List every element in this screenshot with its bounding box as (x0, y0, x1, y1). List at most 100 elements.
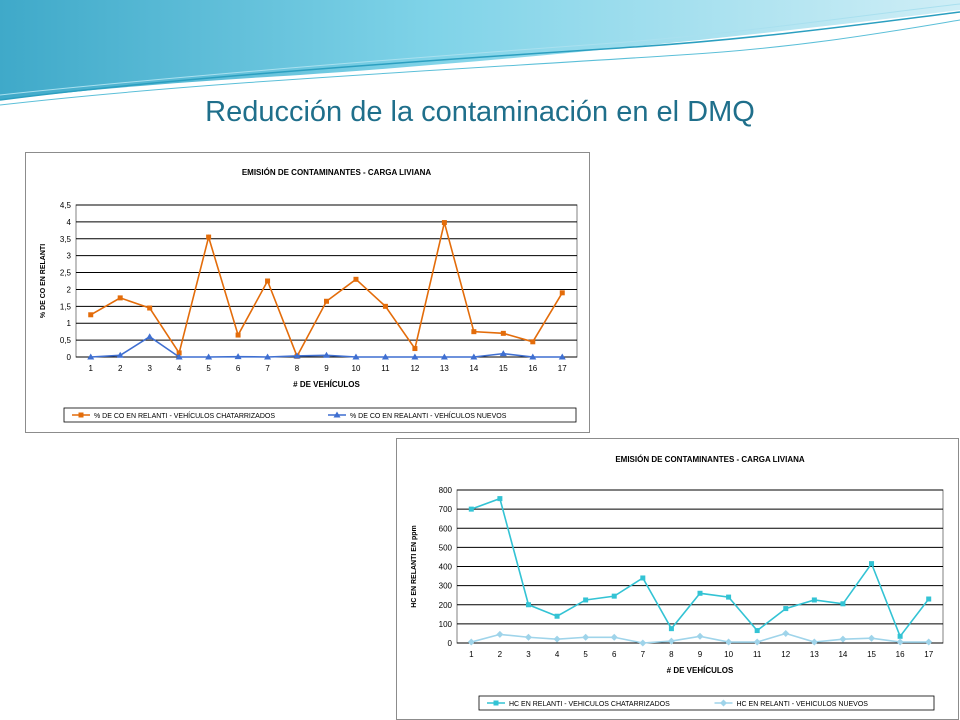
x-tick-label: 6 (236, 364, 241, 373)
data-point (868, 634, 876, 642)
x-tick-label: 9 (324, 364, 329, 373)
data-point (840, 601, 846, 607)
x-tick-label: 3 (147, 364, 152, 373)
data-point (497, 496, 503, 502)
data-point (117, 295, 123, 301)
data-point (753, 638, 761, 646)
data-point (869, 561, 875, 567)
legend-label: % DE CO EN REALANTI - VEHÍCULOS NUEVOS (350, 411, 507, 420)
chart-title: EMISIÓN DE CONTAMINANTES - CARGA LIVIANA (615, 455, 805, 464)
x-tick-label: 5 (206, 364, 211, 373)
header-wave-banner (0, 0, 960, 106)
slide-title: Reducción de la contaminación en el DMQ (205, 96, 755, 128)
y-tick-label: 400 (439, 563, 453, 572)
data-point (411, 353, 419, 360)
legend-swatch-marker (78, 412, 84, 418)
y-tick-label: 3,5 (60, 235, 72, 244)
x-tick-label: 17 (558, 364, 567, 373)
x-tick-label: 12 (410, 364, 419, 373)
data-point (529, 353, 537, 360)
legend-label: HC EN RELANTI - VEHICULOS NUEVOS (737, 701, 869, 708)
data-point (382, 303, 388, 309)
data-point (441, 220, 447, 226)
y-tick-label: 4,5 (60, 201, 72, 210)
data-point (559, 290, 565, 296)
x-tick-label: 16 (896, 650, 905, 659)
x-tick-label: 13 (810, 650, 819, 659)
x-tick-label: 7 (265, 364, 270, 373)
data-point (116, 351, 124, 358)
data-point (925, 638, 933, 646)
legend-label: % DE CO EN RELANTI - VEHÍCULOS CHATARRIZ… (94, 411, 275, 420)
data-point (265, 278, 271, 284)
data-point (668, 626, 674, 632)
data-point (175, 353, 183, 360)
data-point (530, 339, 536, 345)
y-tick-label: 3 (67, 252, 72, 261)
x-tick-label: 1 (469, 650, 474, 659)
y-tick-label: 500 (439, 543, 453, 552)
data-point (611, 593, 617, 599)
data-point (839, 635, 847, 643)
y-tick-label: 0,5 (60, 336, 72, 345)
data-point (88, 312, 94, 318)
data-point (582, 633, 590, 641)
x-tick-label: 10 (352, 364, 361, 373)
x-tick-label: 7 (641, 650, 646, 659)
y-tick-label: 4 (67, 218, 72, 227)
data-point (381, 353, 389, 360)
data-point (554, 613, 560, 619)
x-tick-label: 2 (498, 650, 503, 659)
y-tick-label: 200 (439, 601, 453, 610)
data-point (811, 597, 817, 603)
x-tick-label: 15 (867, 650, 876, 659)
data-point (524, 633, 532, 641)
x-tick-label: 13 (440, 364, 449, 373)
data-point (264, 353, 272, 360)
x-tick-label: 12 (781, 650, 790, 659)
data-point (926, 596, 932, 602)
x-axis-label: # DE VEHÍCULOS (667, 666, 734, 675)
co-emissions-plot: EMISIÓN DE CONTAMINANTES - CARGA LIVIANA… (40, 168, 578, 423)
data-point (783, 606, 789, 612)
data-point (726, 594, 732, 600)
x-tick-label: 10 (724, 650, 733, 659)
data-point (639, 639, 647, 647)
data-point (353, 276, 359, 282)
y-tick-label: 100 (439, 620, 453, 629)
x-tick-label: 2 (118, 364, 123, 373)
data-point (87, 353, 95, 360)
data-point (697, 590, 703, 596)
y-axis-label: % DE CO EN RELANTI (40, 244, 47, 318)
x-tick-label: 14 (838, 650, 847, 659)
x-tick-label: 11 (381, 364, 390, 373)
data-point (525, 602, 531, 608)
data-point (205, 353, 213, 360)
data-point (176, 350, 182, 356)
y-tick-label: 1 (67, 319, 72, 328)
series-2 (467, 629, 933, 647)
data-point (667, 637, 675, 645)
series-1 (468, 496, 932, 639)
data-point (897, 633, 903, 639)
y-axis-label: HC EN RELANTI EN ppm (411, 525, 418, 607)
x-tick-label: 15 (499, 364, 508, 373)
x-tick-label: 17 (924, 650, 933, 659)
data-point (499, 350, 507, 357)
data-point (235, 332, 241, 338)
data-point (147, 305, 153, 311)
legend-swatch-marker (720, 699, 727, 707)
data-point (440, 353, 448, 360)
data-point (896, 638, 904, 646)
data-point (610, 633, 618, 641)
hc-emissions-plot: EMISIÓN DE CONTAMINANTES - CARGA LIVIANA… (411, 455, 944, 711)
y-tick-label: 600 (439, 524, 453, 533)
data-point (583, 597, 589, 603)
data-point (468, 506, 474, 512)
data-point (754, 628, 760, 634)
data-point (146, 333, 154, 340)
x-tick-label: 4 (177, 364, 182, 373)
data-point (470, 353, 478, 360)
y-tick-label: 0 (67, 353, 72, 362)
x-axis-label: # DE VEHÍCULOS (293, 380, 360, 389)
